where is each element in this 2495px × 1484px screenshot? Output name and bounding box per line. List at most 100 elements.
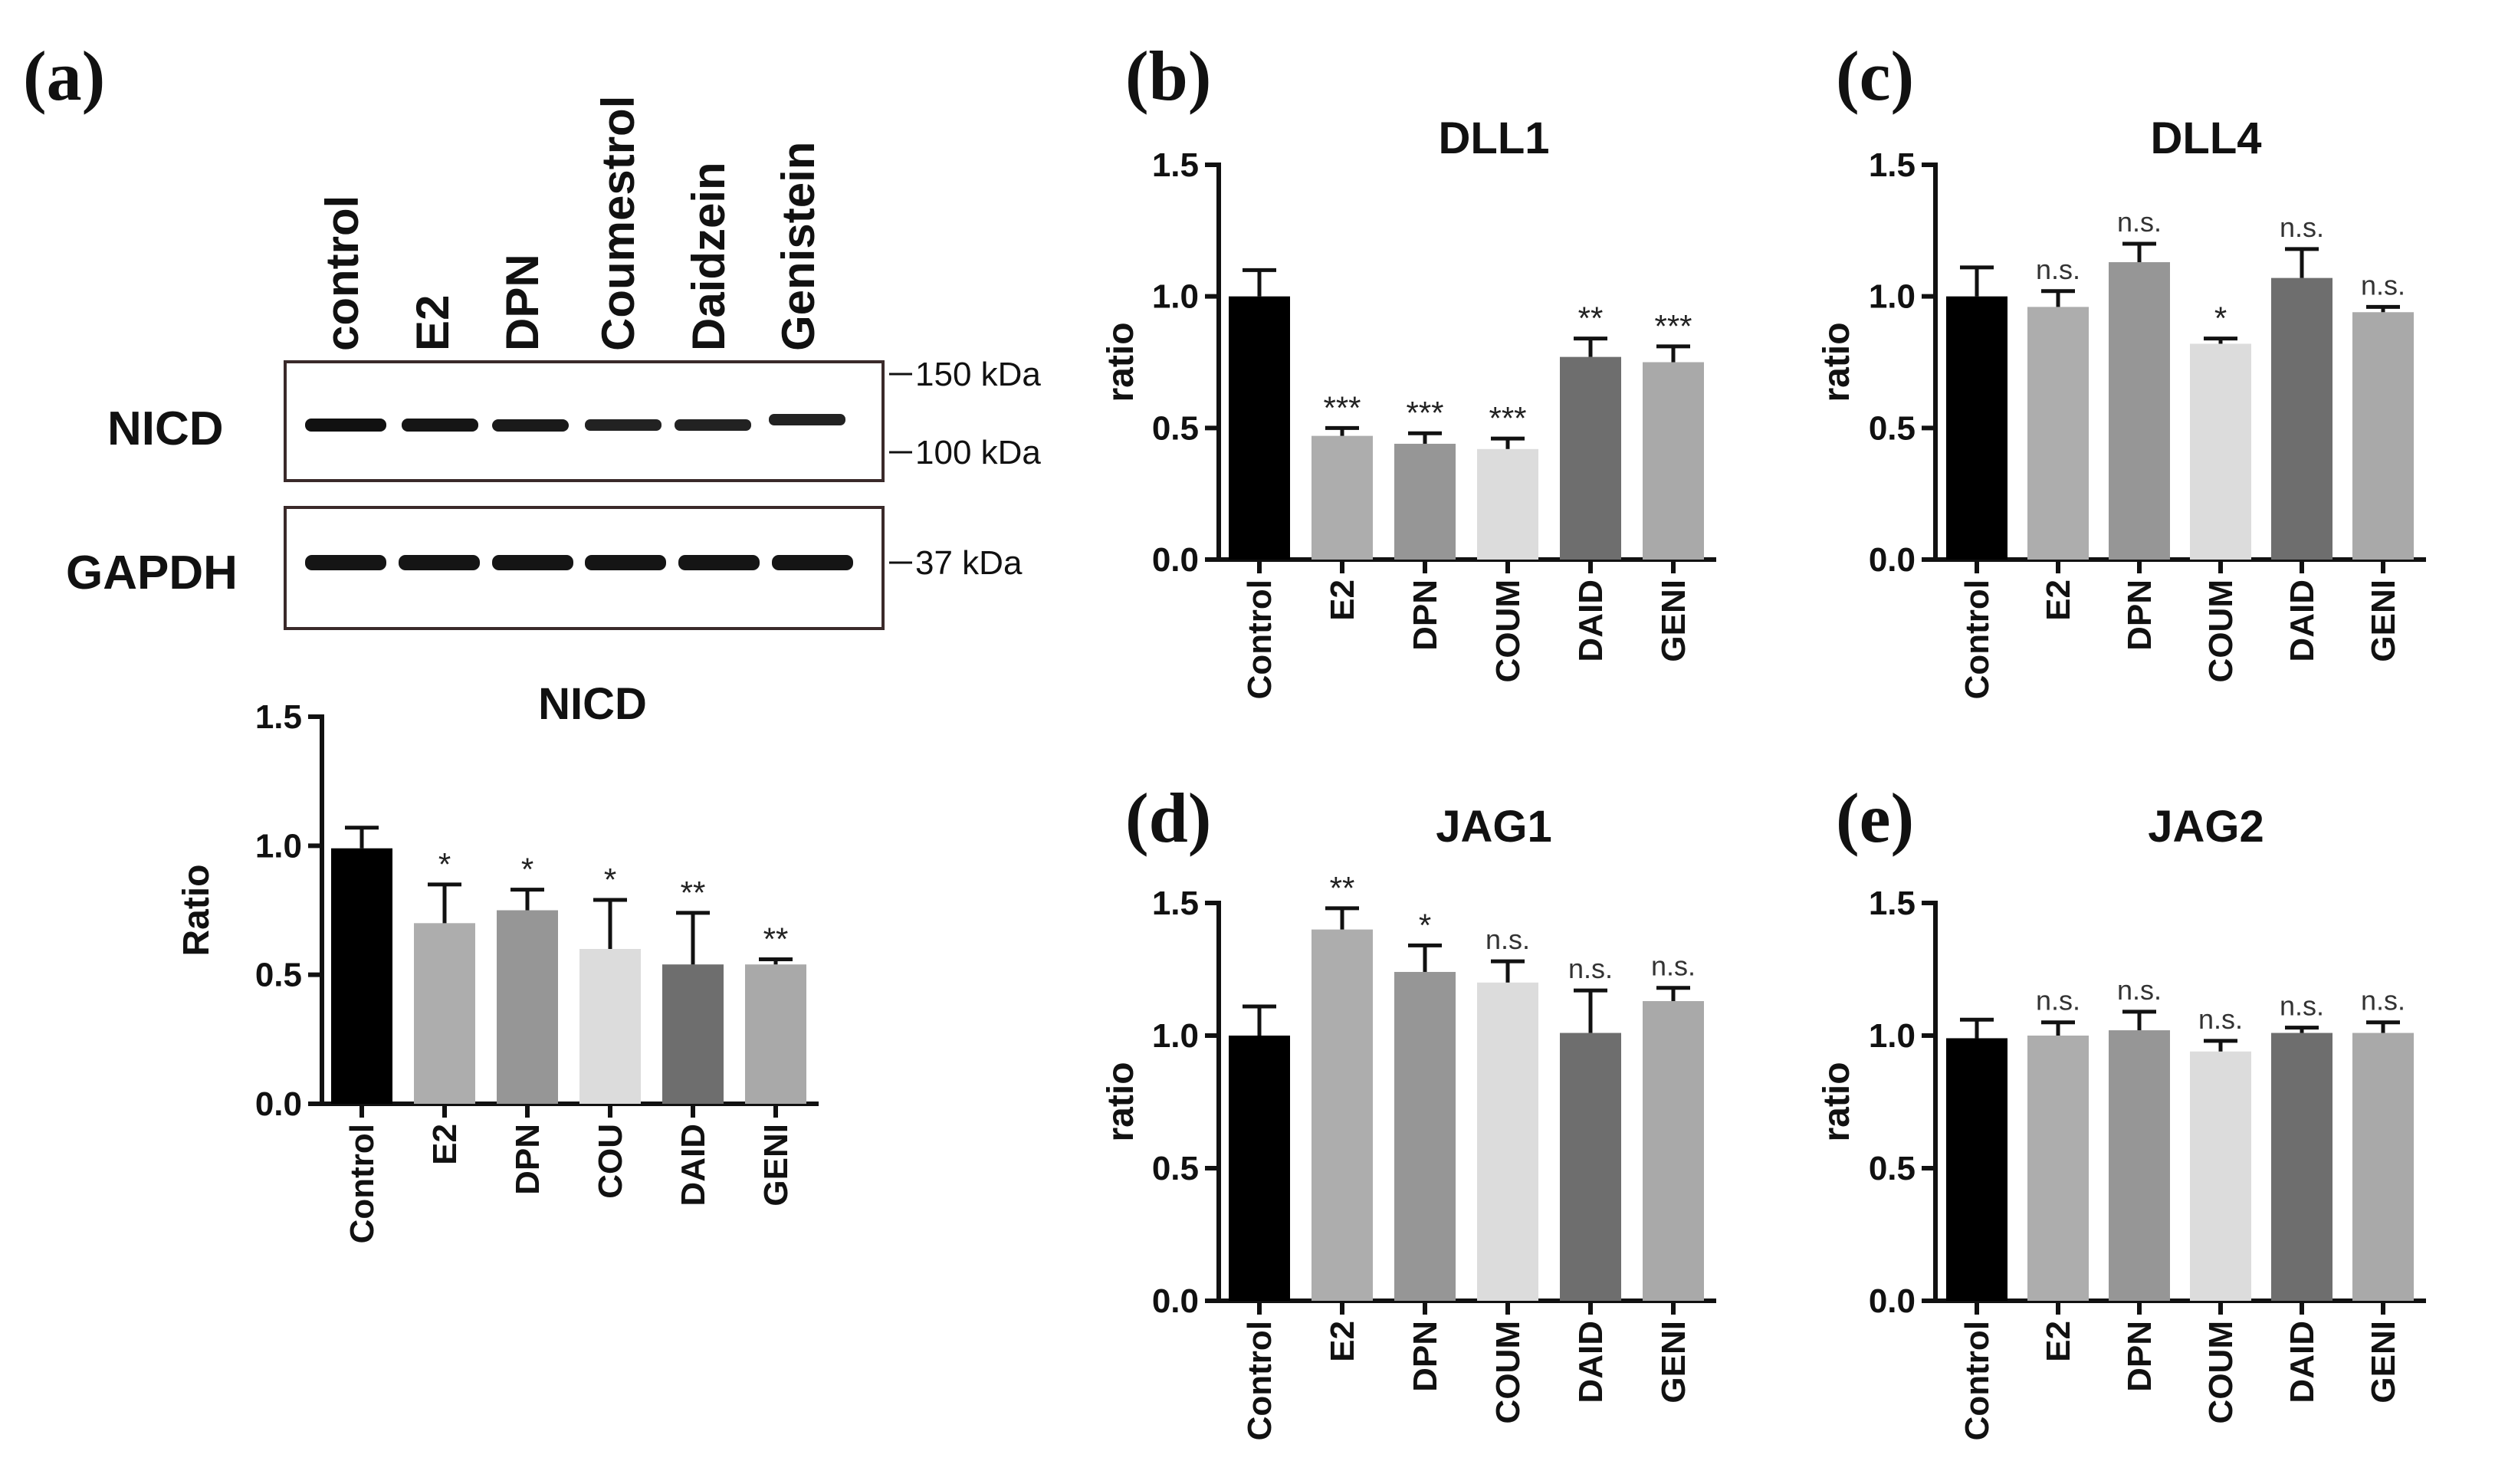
nicd-category-label-dpn: DPN [509, 1124, 547, 1195]
dll1-category-label-coum: COUM [1489, 579, 1527, 682]
chart-dll1: DLL1 ratio 0.0 0.5 1.0 1.5 Control *** E2 *** DPN *… [1101, 113, 1716, 699]
jag1-significance-daid: n.s. [1568, 953, 1613, 984]
chart-jag2: JAG2 ratio 0.0 0.5 1.0 1.5 Control n.s. E2 n.s. DP… [1817, 802, 2426, 1440]
dll1-y-tick-label: 0.5 [1152, 409, 1199, 447]
lane-label-dpn: DPN [497, 254, 548, 351]
jag2-category-label-coum: COUM [2202, 1321, 2240, 1423]
jag2-y-tick-label: 0.5 [1869, 1150, 1916, 1187]
nicd-significance-daid: ** [681, 875, 706, 911]
jag1-bar-dpn [1394, 971, 1456, 1301]
nicd-category-label-control: Control [343, 1124, 381, 1243]
nicd-bar-e2 [414, 923, 475, 1104]
jag2-chart-title: JAG2 [2148, 802, 2264, 852]
jag1-significance-dpn: * [1419, 907, 1431, 943]
lane-label-e2: E2 [407, 295, 458, 351]
jag2-bar-control [1946, 1038, 2007, 1301]
dll1-bar-daid [1560, 356, 1621, 560]
dll1-y-tick-label: 1.0 [1152, 278, 1199, 316]
nicd-significance-dpn: * [521, 852, 533, 888]
dll4-significance-e2: n.s. [2036, 254, 2080, 285]
jag1-bar-geni [1643, 1001, 1704, 1301]
dll1-category-label-e2: E2 [1324, 579, 1361, 621]
jag1-y-tick-label: 1.5 [1152, 885, 1199, 922]
marker-37-kda: 37 kDa [915, 544, 1023, 582]
dll4-y-tick-label: 1.5 [1869, 146, 1916, 184]
gapdh-band-coumestrol [585, 555, 666, 570]
nicd-band-genistein [769, 414, 845, 425]
jag1-category-label-daid: DAID [1572, 1321, 1610, 1404]
jag1-y-tick-label: 0.0 [1152, 1282, 1199, 1320]
nicd-significance-e2: * [438, 846, 451, 882]
dll1-significance-dpn: *** [1406, 395, 1443, 431]
jag2-significance-daid: n.s. [2280, 990, 2324, 1022]
nicd-category-label-cou: COU [592, 1124, 629, 1199]
dll4-bar-e2 [2027, 307, 2089, 560]
lane-label-coumestrol: Coumestrol [593, 96, 644, 351]
dll1-bar-geni [1643, 362, 1704, 560]
dll4-category-label-control: Control [1958, 579, 1996, 699]
jag2-bar-dpn [2109, 1030, 2170, 1301]
dll4-bar-daid [2271, 277, 2332, 560]
nicd-significance-cou: * [604, 862, 616, 898]
chart-jag1: JAG1 ratio 0.0 0.5 1.0 1.5 Control ** E2 * DPN n.s.… [1101, 802, 1716, 1440]
dll4-category-label-geni: GENI [2365, 579, 2402, 662]
dll4-significance-coum: * [2214, 300, 2227, 337]
dll1-significance-e2: *** [1323, 389, 1361, 425]
lane-label-control: control [317, 195, 368, 351]
jag2-category-label-dpn: DPN [2121, 1321, 2159, 1392]
gapdh-band-daidzein [678, 555, 760, 570]
dll4-bar-control [1946, 296, 2007, 560]
nicd-y-tick-label: 1.0 [255, 827, 302, 865]
nicd-y-tick-label: 0.5 [255, 957, 302, 994]
dll1-chart-title: DLL1 [1439, 113, 1550, 163]
jag1-significance-e2: ** [1330, 870, 1355, 906]
jag1-y-tick-label: 1.0 [1152, 1017, 1199, 1055]
chart-dll4: DLL4 ratio 0.0 0.5 1.0 1.5 Control n.s. E2 n.s. DP… [1817, 113, 2426, 699]
jag2-category-label-control: Control [1958, 1321, 1996, 1440]
nicd-bar-dpn [497, 910, 558, 1104]
dll4-significance-geni: n.s. [2361, 269, 2405, 300]
dll1-category-label-daid: DAID [1572, 579, 1610, 662]
jag2-category-label-e2: E2 [2040, 1321, 2077, 1362]
dll4-category-label-e2: E2 [2040, 579, 2077, 621]
gapdh-band-e2 [399, 555, 480, 570]
dll1-bar-control [1229, 296, 1290, 560]
jag2-bar-coum [2190, 1051, 2251, 1301]
jag1-y-tick-label: 0.5 [1152, 1150, 1199, 1187]
nicd-band-e2 [402, 419, 478, 432]
jag2-category-label-daid: DAID [2283, 1321, 2321, 1404]
jag1-category-label-coum: COUM [1489, 1321, 1527, 1423]
jag2-bar-geni [2352, 1033, 2414, 1301]
dll4-bar-coum [2190, 343, 2251, 560]
dll4-category-label-dpn: DPN [2121, 579, 2159, 651]
jag2-category-label-geni: GENI [2365, 1321, 2402, 1404]
dll4-bar-geni [2352, 312, 2414, 560]
nicd-bar-geni [745, 964, 806, 1104]
dll1-category-label-control: Control [1241, 579, 1279, 699]
dll1-category-label-dpn: DPN [1407, 579, 1444, 651]
western-blot: control E2 DPN Coumestrol Daidzein Genis… [66, 96, 1041, 630]
dll4-significance-daid: n.s. [2280, 212, 2324, 243]
jag1-bar-control [1229, 1036, 1290, 1301]
panel-label-b: (b) [1125, 37, 1211, 115]
jag1-category-label-dpn: DPN [1407, 1321, 1444, 1392]
panel-label-a: (a) [23, 37, 105, 115]
dll1-y-axis-label: ratio [1101, 322, 1141, 402]
chart-nicd: NICD Ratio 0.0 0.5 1.0 1.5 Control * E2 * DPN * COU *… [176, 679, 819, 1243]
dll4-category-label-daid: DAID [2283, 579, 2321, 662]
jag1-category-label-control: Control [1241, 1321, 1279, 1440]
jag2-y-axis-label: ratio [1817, 1062, 1857, 1141]
dll1-bar-dpn [1394, 443, 1456, 560]
jag2-significance-e2: n.s. [2036, 985, 2080, 1016]
dll1-bar-coum [1477, 448, 1538, 560]
dll1-significance-daid: ** [1578, 300, 1604, 337]
nicd-band-coumestrol [585, 419, 662, 431]
jag1-y-axis-label: ratio [1101, 1062, 1141, 1141]
nicd-bar-cou [579, 949, 641, 1104]
lane-label-genistein: Genistein [773, 142, 824, 351]
nicd-y-axis-label: Ratio [176, 865, 217, 957]
nicd-category-label-e2: E2 [426, 1124, 464, 1165]
nicd-band-dpn [492, 419, 569, 432]
jag2-y-tick-label: 1.0 [1869, 1017, 1916, 1055]
marker-150-kda: 150 kDa [915, 356, 1041, 393]
